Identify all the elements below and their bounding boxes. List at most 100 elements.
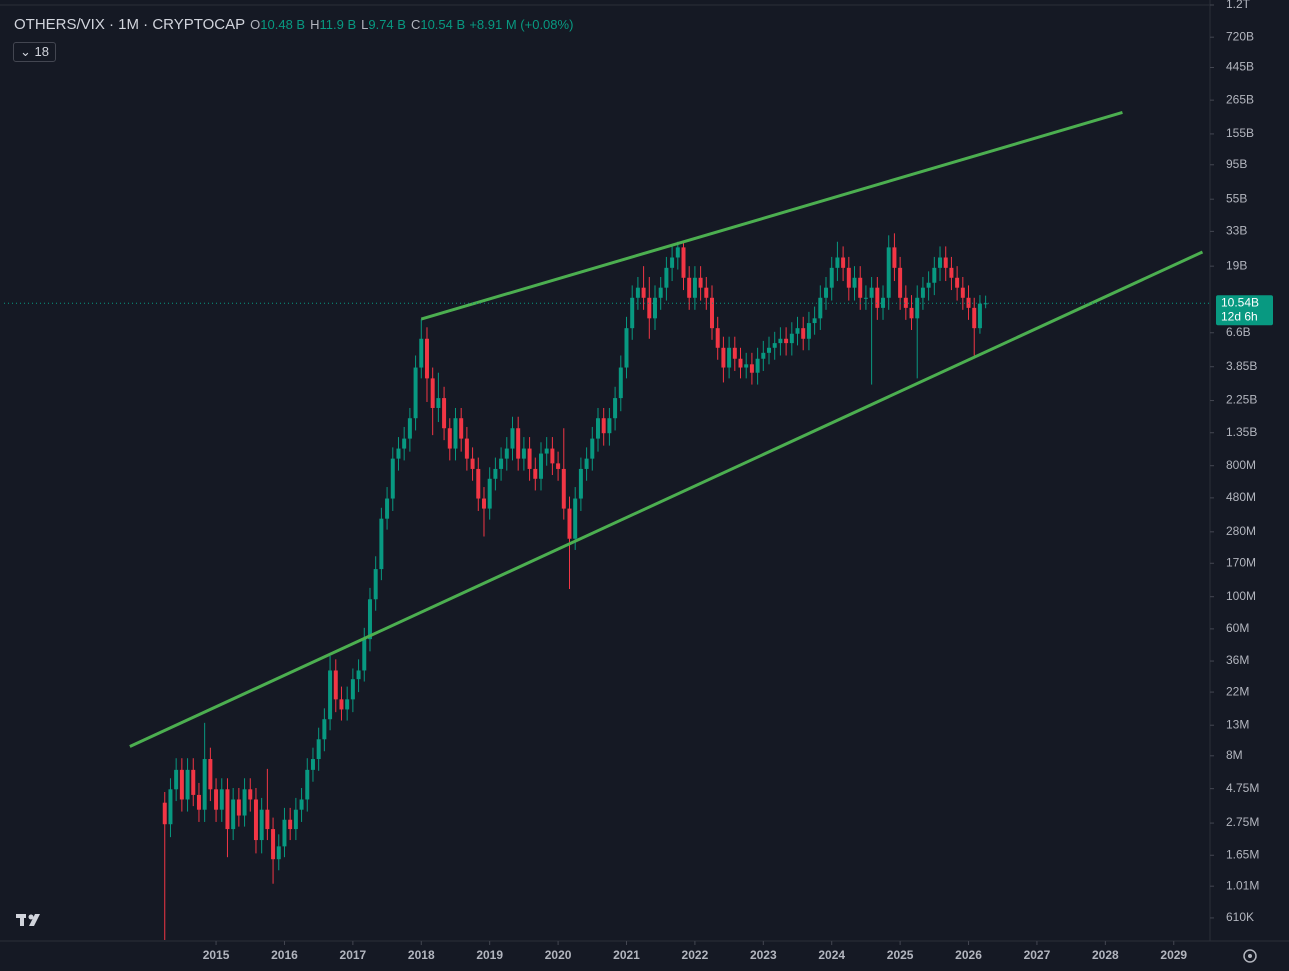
candle-body bbox=[305, 769, 310, 800]
candle-body bbox=[544, 448, 549, 454]
trendline bbox=[129, 250, 1204, 748]
candle-body bbox=[772, 343, 777, 348]
candle-body bbox=[915, 297, 920, 319]
countdown: 12d 6h bbox=[1221, 309, 1258, 323]
candle-body bbox=[618, 367, 623, 399]
candle-body bbox=[533, 468, 538, 479]
y-tick-label: 13M bbox=[1226, 717, 1249, 731]
ohlc-value: 10.48 B bbox=[260, 17, 306, 32]
candle-body bbox=[943, 257, 948, 268]
candle-body bbox=[219, 789, 224, 810]
indicators-toggle[interactable]: ⌄ 18 bbox=[13, 42, 56, 62]
candle-body bbox=[499, 458, 504, 469]
x-tick-label: 2029 bbox=[1160, 948, 1187, 962]
candle-body bbox=[795, 328, 800, 334]
candle-body bbox=[892, 247, 897, 268]
candle-body bbox=[436, 398, 441, 408]
candle-body bbox=[185, 769, 190, 800]
ohlc-key: H bbox=[310, 17, 320, 32]
x-tick-label: 2017 bbox=[340, 948, 367, 962]
candle-body bbox=[761, 352, 766, 359]
candle-body bbox=[476, 468, 481, 499]
x-tick-label: 2015 bbox=[203, 948, 230, 962]
candle-body bbox=[920, 287, 925, 298]
candle-body bbox=[385, 498, 390, 519]
candle-body bbox=[390, 458, 395, 499]
candle-body bbox=[402, 438, 407, 449]
candle-body bbox=[687, 277, 692, 298]
ohlc-key: C bbox=[410, 17, 421, 32]
candle-body bbox=[322, 719, 327, 740]
y-tick-label: 610K bbox=[1226, 910, 1254, 924]
candle-body bbox=[647, 297, 652, 319]
y-tick-label: 55B bbox=[1226, 191, 1247, 205]
y-tick-label: 1.2T bbox=[1226, 0, 1251, 11]
candle-body bbox=[926, 282, 931, 288]
y-tick-label: 1.65M bbox=[1226, 847, 1259, 861]
candle-body bbox=[567, 508, 572, 539]
x-tick-label: 2025 bbox=[887, 948, 914, 962]
candle-body bbox=[653, 297, 657, 319]
candle-body bbox=[909, 307, 914, 319]
candle-body bbox=[231, 799, 236, 830]
candle-body bbox=[556, 463, 561, 469]
candle-body bbox=[590, 438, 595, 459]
candle-body bbox=[806, 323, 811, 339]
candle-body bbox=[846, 267, 851, 288]
ohlc-value: 11.9 B bbox=[319, 17, 357, 32]
candle-body bbox=[960, 287, 965, 298]
candle-body bbox=[641, 287, 646, 298]
candle-body bbox=[635, 287, 640, 298]
y-tick-label: 22M bbox=[1226, 684, 1249, 698]
x-tick-label: 2026 bbox=[955, 948, 982, 962]
candle-body bbox=[430, 378, 435, 408]
candle-body bbox=[316, 739, 321, 760]
candle-body bbox=[561, 468, 566, 509]
candle-body bbox=[242, 789, 247, 816]
candle-body bbox=[259, 809, 264, 841]
candle-body bbox=[932, 267, 937, 283]
candle-body bbox=[350, 679, 355, 700]
candle-body bbox=[624, 328, 629, 368]
x-tick-label: 2016 bbox=[271, 948, 298, 962]
candle-body bbox=[749, 364, 754, 373]
candle-body bbox=[459, 418, 464, 439]
ohlc-key: L bbox=[361, 17, 369, 32]
candle-body bbox=[367, 599, 372, 640]
candle-body bbox=[829, 267, 834, 288]
candle-body bbox=[692, 277, 697, 298]
y-tick-label: 36M bbox=[1226, 653, 1249, 667]
candle-body bbox=[470, 458, 475, 469]
candle-body bbox=[778, 338, 783, 344]
candle-body bbox=[396, 448, 401, 459]
candle-body bbox=[601, 418, 606, 434]
x-tick-label: 2024 bbox=[818, 948, 845, 962]
candle-body bbox=[276, 846, 281, 860]
candle-body bbox=[738, 358, 743, 368]
candle-body bbox=[481, 498, 486, 509]
candle-body bbox=[328, 670, 333, 720]
candle-body bbox=[949, 267, 954, 278]
candle-body bbox=[972, 307, 977, 329]
candle-body bbox=[881, 297, 886, 308]
candle-body bbox=[487, 478, 492, 509]
candle-body bbox=[898, 267, 903, 298]
candle-body bbox=[704, 287, 709, 298]
y-tick-label: 60M bbox=[1226, 621, 1249, 635]
candle-body bbox=[584, 458, 589, 469]
candle-body bbox=[675, 247, 680, 258]
candle-body bbox=[824, 287, 829, 298]
candle-body bbox=[208, 759, 213, 790]
legend-header: OTHERS/VIX · 1M · CRYPTOCAP O10.48 B H11.9… bbox=[14, 16, 573, 33]
candle-body bbox=[812, 318, 817, 324]
candle-body bbox=[527, 448, 532, 469]
candle-body bbox=[424, 338, 429, 379]
ohlc-value: 9.74 B bbox=[368, 17, 406, 32]
candle-body bbox=[214, 789, 219, 810]
indicator-count: 18 bbox=[34, 44, 49, 59]
candle-body bbox=[732, 347, 737, 359]
settings-icon[interactable] bbox=[1243, 949, 1257, 963]
tv-logo bbox=[16, 914, 40, 926]
candle-body bbox=[595, 418, 600, 439]
candle-body bbox=[983, 303, 988, 305]
